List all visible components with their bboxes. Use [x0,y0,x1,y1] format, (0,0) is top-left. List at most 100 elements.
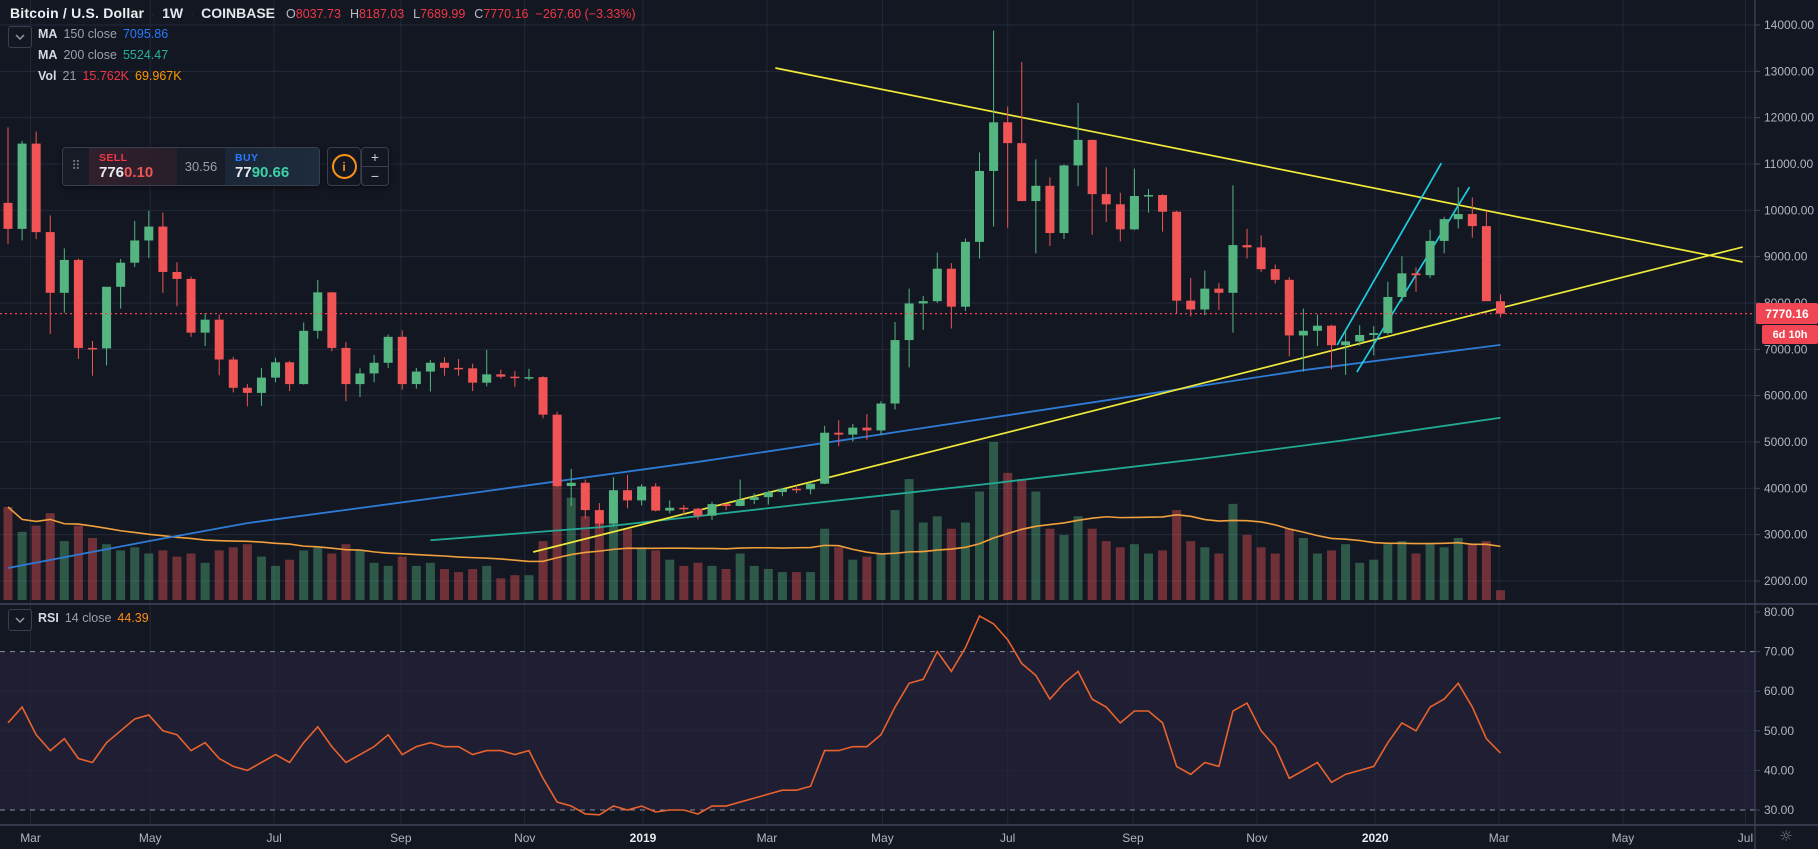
svg-text:May: May [871,831,894,845]
indicator-value: 44.39 [117,611,149,625]
indicator-name: MA [38,27,58,41]
sell-button[interactable]: SELL 7760.10 [89,148,177,185]
close-label: C [474,7,484,21]
indicator-params: 150 close [63,27,117,41]
svg-text:Mar: Mar [1489,831,1510,845]
quantity-increase-button[interactable]: + [361,147,389,167]
sell-label: SELL [99,151,128,164]
svg-text:2000.00: 2000.00 [1764,574,1808,588]
svg-text:Jul: Jul [1000,831,1015,845]
svg-text:40.00: 40.00 [1764,763,1794,777]
channel-right-line[interactable] [1356,186,1471,373]
svg-text:50.00: 50.00 [1764,724,1794,738]
header-separator: · [190,7,195,21]
header-separator: · [151,7,156,21]
svg-text:May: May [139,831,162,845]
svg-text:May: May [1612,831,1635,845]
triangle-lower-line[interactable] [532,246,1743,553]
svg-text:10000.00: 10000.00 [1764,203,1814,217]
high-label: H [349,7,359,21]
legend-item-rsi[interactable]: RSI 14 close 44.39 [38,611,149,625]
svg-text:9000.00: 9000.00 [1764,250,1808,264]
bar-countdown-label: 6d 10h [1762,325,1818,344]
buy-label: BUY [235,151,259,164]
svg-text:Jul: Jul [266,831,281,845]
buy-button[interactable]: BUY 7790.66 [225,148,319,185]
svg-text:12000.00: 12000.00 [1764,111,1814,125]
buy-price-sub: 90.66 [251,163,290,181]
chevron-down-icon [15,34,25,40]
svg-text:7000.00: 7000.00 [1764,342,1808,356]
indicator-value: 5524.47 [122,48,169,62]
indicator-value: 15.762K [82,69,130,83]
svg-text:4000.00: 4000.00 [1764,481,1808,495]
indicator-params: 200 close [63,48,117,62]
svg-text:Jul: Jul [1738,831,1753,845]
svg-text:5000.00: 5000.00 [1764,435,1808,449]
legend-collapse-button[interactable] [8,26,32,48]
low-label: L [413,7,421,21]
change-value: −267.60 (−3.33%) [535,7,636,21]
order-info-button[interactable]: i [327,147,361,186]
sell-price-main: 776 [99,163,125,181]
legend-item-ma200[interactable]: MA 200 close 5524.47 [38,48,168,62]
svg-text:Mar: Mar [20,831,41,845]
svg-text:Mar: Mar [757,831,778,845]
time-axis-settings-icon[interactable]: ☼ [1779,827,1793,845]
indicator-name: RSI [38,611,59,625]
svg-text:2020: 2020 [1362,831,1389,845]
rsi-axis-labels: 80.00 70.00 60.00 50.00 40.00 30.00 [1755,605,1794,817]
indicator-ma-value: 69.967K [135,69,182,83]
svg-text:Nov: Nov [514,831,535,845]
buy-price-main: 77 [235,163,252,181]
indicator-value: 7095.86 [122,27,169,41]
legend-item-ma150[interactable]: MA 150 close 7095.86 [38,27,168,41]
spread-value: 30.56 [177,148,225,185]
svg-text:3000.00: 3000.00 [1764,528,1808,542]
open-label: O [286,7,296,21]
symbol-title[interactable]: Bitcoin / U.S. Dollar [10,5,145,21]
indicator-params: 14 close [64,611,112,625]
volume-ma-line [7,506,1501,563]
info-icon: i [331,154,357,179]
drag-handle-icon[interactable]: ⠿ [63,148,89,185]
svg-text:Sep: Sep [1122,831,1144,845]
ma150-line [7,343,1501,569]
current-price-label: 7770.16 [1756,303,1818,324]
svg-text:Nov: Nov [1246,831,1267,845]
symbol-header: Bitcoin / U.S. Dollar · 1W · COINBASE O8… [10,5,636,21]
exchange-label: COINBASE [201,5,276,21]
order-widget: ⠿ SELL 7760.10 30.56 BUY 7790.66 [62,147,320,186]
svg-text:30.00: 30.00 [1764,803,1794,817]
open-value: 8037.73 [295,7,341,21]
indicator-name: Vol [38,69,57,83]
svg-text:6000.00: 6000.00 [1764,389,1808,403]
low-value: 7689.99 [420,7,466,21]
svg-text:60.00: 60.00 [1764,684,1794,698]
candles [3,30,1505,529]
indicator-params: 21 [62,69,77,83]
chevron-down-icon [15,617,25,623]
high-value: 8187.03 [358,7,405,21]
interval-button[interactable]: 1W [162,5,184,21]
sell-price-sub: 0.10 [124,163,154,181]
ohlc-readout: O8037.73 H8187.03 L7689.99 C7770.16 [286,7,529,21]
quantity-decrease-button[interactable]: − [361,166,389,186]
svg-text:2019: 2019 [630,831,657,845]
indicator-name: MA [38,48,58,62]
channel-left-line[interactable] [1336,162,1443,346]
triangle-upper-line[interactable] [775,67,1743,263]
rsi-collapse-button[interactable] [8,609,32,631]
legend-item-volume[interactable]: Vol 21 15.762K 69.967K [38,69,182,83]
time-axis-labels: Mar May Jul Sep Nov 2019 Mar May Jul Sep Nov 2020 Ma… [20,831,1753,845]
svg-text:Sep: Sep [390,831,412,845]
rsi-line [7,614,1502,816]
svg-text:14000.00: 14000.00 [1764,18,1814,32]
svg-text:13000.00: 13000.00 [1764,64,1814,78]
svg-text:80.00: 80.00 [1764,605,1794,619]
svg-text:11000.00: 11000.00 [1764,157,1813,171]
svg-text:70.00: 70.00 [1764,645,1794,659]
